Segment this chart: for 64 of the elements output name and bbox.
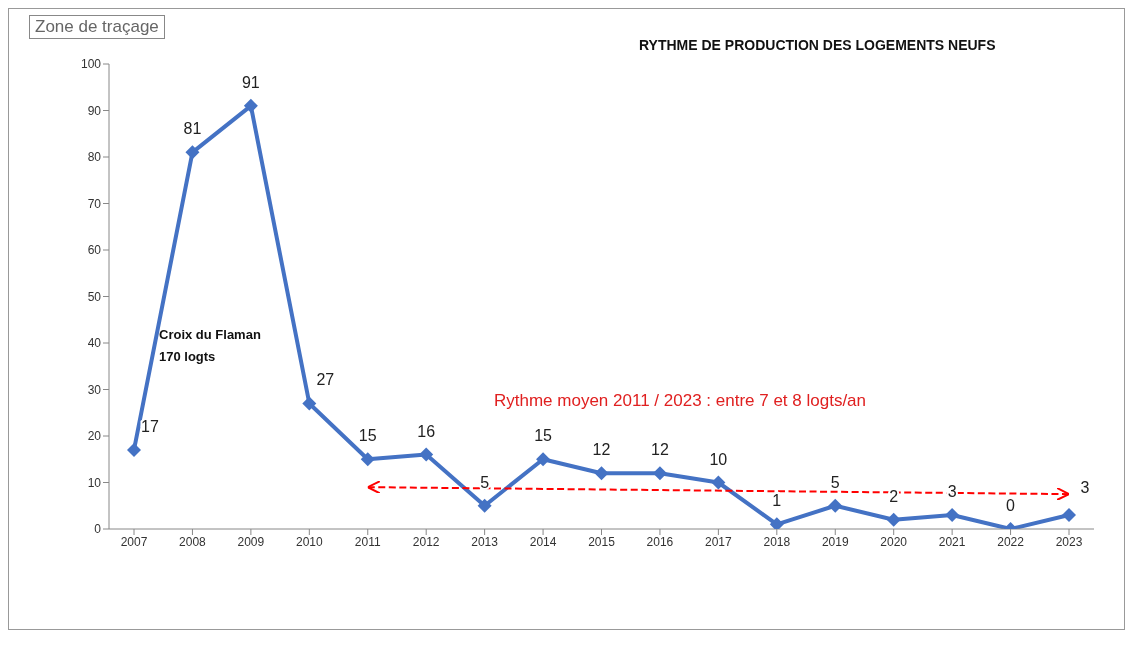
- x-tick-label: 2019: [821, 534, 849, 549]
- data-label: 16: [417, 422, 436, 440]
- point: [419, 447, 434, 462]
- x-tick-label: 2011: [354, 534, 381, 549]
- y-tick-label: 60: [87, 243, 102, 258]
- x-tick-label: 2008: [179, 534, 207, 549]
- data-label: 1: [772, 492, 782, 510]
- point: [594, 466, 609, 481]
- data-label: 2: [889, 487, 899, 505]
- point: [828, 498, 843, 513]
- x-tick-label: 2013: [471, 534, 499, 549]
- y-tick-label: 20: [87, 429, 102, 444]
- y-tick-label: 70: [87, 196, 102, 211]
- point: [652, 466, 667, 481]
- text: Zone de traçage: [29, 15, 165, 39]
- point: [127, 442, 141, 457]
- point: [711, 475, 726, 490]
- point: [477, 498, 492, 513]
- x-tick-label: 2010: [295, 534, 323, 549]
- point: [185, 145, 200, 160]
- point: [302, 396, 317, 411]
- y-tick-label: 10: [87, 475, 102, 490]
- x-tick-label: 2012: [412, 534, 440, 549]
- point: [360, 452, 375, 467]
- x-tick-label: 2017: [705, 534, 733, 549]
- x-tick-label: 2014: [529, 534, 557, 549]
- chart-title: RYTHME DE PRODUCTION DES LOGEMENTS NEUFS: [639, 37, 996, 53]
- data-label: 0: [1006, 497, 1016, 514]
- point: [243, 98, 258, 113]
- y-tick-label: 0: [94, 522, 102, 537]
- data-label: 81: [183, 120, 202, 138]
- data-label: 15: [534, 427, 553, 445]
- y-tick-label: 80: [87, 150, 102, 165]
- x-tick-label: 2022: [997, 534, 1025, 549]
- data-label: 91: [241, 73, 260, 91]
- data-label: 17: [141, 417, 159, 435]
- x-tick-label: 2023: [1055, 534, 1083, 549]
- data-label: 15: [358, 427, 377, 445]
- x-tick-label: 2021: [938, 534, 966, 549]
- point: [886, 512, 901, 527]
- point: [1062, 508, 1076, 523]
- data-label: 5: [480, 473, 490, 491]
- x-tick-label: 2016: [646, 534, 674, 549]
- data-label: 12: [651, 441, 669, 459]
- data-label: 3: [1080, 479, 1090, 497]
- x-tick-label: 2009: [237, 534, 265, 549]
- x-tick-label: 2018: [763, 534, 791, 549]
- x-tick-label: 2020: [880, 534, 908, 549]
- point: [769, 517, 784, 529]
- annotation: Croix du Flaman 170 logts: [159, 326, 261, 366]
- y-tick-label: 40: [87, 336, 102, 351]
- x-tick-label: 2007: [120, 534, 148, 549]
- y-tick-label: 90: [87, 103, 102, 118]
- y-tick-label: 50: [87, 289, 102, 304]
- point: [536, 452, 551, 467]
- y-tick-label: 100: [80, 57, 102, 72]
- data-label: 27: [316, 371, 335, 389]
- x-tick-label: 2015: [588, 534, 616, 549]
- annotation: Rythme moyen 2011 / 2023 : entre 7 et 8 logts/an: [494, 391, 867, 411]
- data-label: 5: [830, 473, 840, 491]
- point: [945, 508, 960, 523]
- data-label: 12: [592, 441, 611, 459]
- y-tick-label: 30: [87, 382, 102, 397]
- data-label: 10: [709, 450, 728, 468]
